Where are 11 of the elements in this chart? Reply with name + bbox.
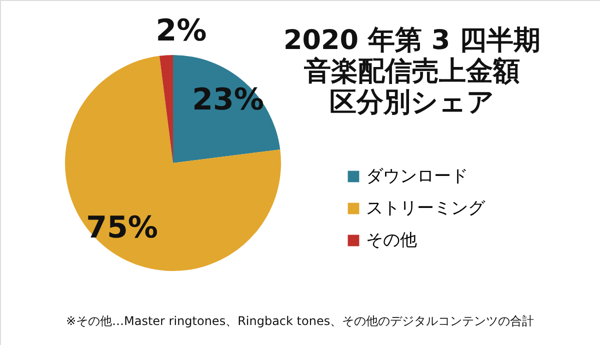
text: 2020 年第 3 四半期音楽配信売上金額区分別シェア bbox=[283, 25, 541, 118]
legend-label: ダウンロード bbox=[366, 166, 468, 186]
data-label: 23% bbox=[192, 82, 264, 118]
text: ※その他…Master ringtones、Ringback tones、その他のデジタルコンテンツの合計 bbox=[66, 314, 534, 328]
pie-slice bbox=[173, 55, 280, 163]
data-label: 75% bbox=[86, 210, 158, 246]
legend-label: その他 bbox=[366, 230, 417, 250]
pie-slice bbox=[65, 56, 281, 271]
pie-slice bbox=[159, 55, 173, 163]
legend-label: ストリーミング bbox=[366, 198, 486, 218]
data-label: 2% bbox=[156, 14, 207, 48]
